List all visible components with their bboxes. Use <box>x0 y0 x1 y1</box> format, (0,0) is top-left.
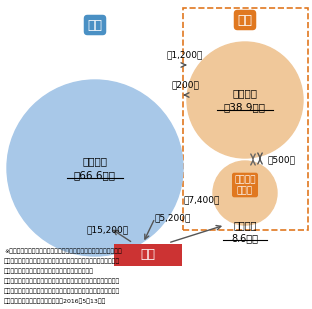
Circle shape <box>213 161 277 225</box>
Text: 約5,200人: 約5,200人 <box>155 214 191 222</box>
Text: 約200人: 約200人 <box>171 81 199 90</box>
Circle shape <box>187 42 303 158</box>
Text: 者数（中長期）は文部科学省「国際研究開発概況」: 者数（中長期）は文部科学省「国際研究開発概況」 <box>4 268 94 273</box>
Circle shape <box>7 80 183 256</box>
Text: 研究人材
約66.6万人: 研究人材 約66.6万人 <box>74 156 116 180</box>
Text: 海外: 海外 <box>140 248 155 261</box>
Text: 小委員会「中間とりまとめ（イノベーションを推進するための: 小委員会「中間とりまとめ（イノベーションを推進するための <box>4 288 120 294</box>
FancyBboxPatch shape <box>114 244 182 266</box>
Text: 資料）産業構造審議会産業技術環境分科会研究開発・イノベーション: 資料）産業構造審議会産業技術環境分科会研究開発・イノベーション <box>4 278 120 284</box>
Text: 大学: 大学 <box>237 14 252 27</box>
Text: 約15,200人: 約15,200人 <box>87 226 129 235</box>
Text: 研究人材
約38.9万人: 研究人材 約38.9万人 <box>224 88 266 112</box>
Text: 約500人: 約500人 <box>267 155 295 164</box>
Text: 公的研究
機関等: 公的研究 機関等 <box>234 175 256 195</box>
Text: ※国内各組織間の移動については、「研究人材のうち研究者で外部か: ※国内各組織間の移動については、「研究人材のうち研究者で外部か <box>4 248 122 254</box>
Text: 約1,200人: 約1,200人 <box>167 50 203 60</box>
Text: 約7,400人: 約7,400人 <box>183 196 220 205</box>
Text: 企業: 企業 <box>87 19 103 32</box>
Text: 研究人材
8.6万人: 研究人材 8.6万人 <box>232 220 259 243</box>
Text: 取組について参考資料）」（2016年5月13日）: 取組について参考資料）」（2016年5月13日） <box>4 298 106 304</box>
Text: ら加わった者」の人数。国内大学、国内独法の海外受入、派遣研究: ら加わった者」の人数。国内大学、国内独法の海外受入、派遣研究 <box>4 258 120 264</box>
